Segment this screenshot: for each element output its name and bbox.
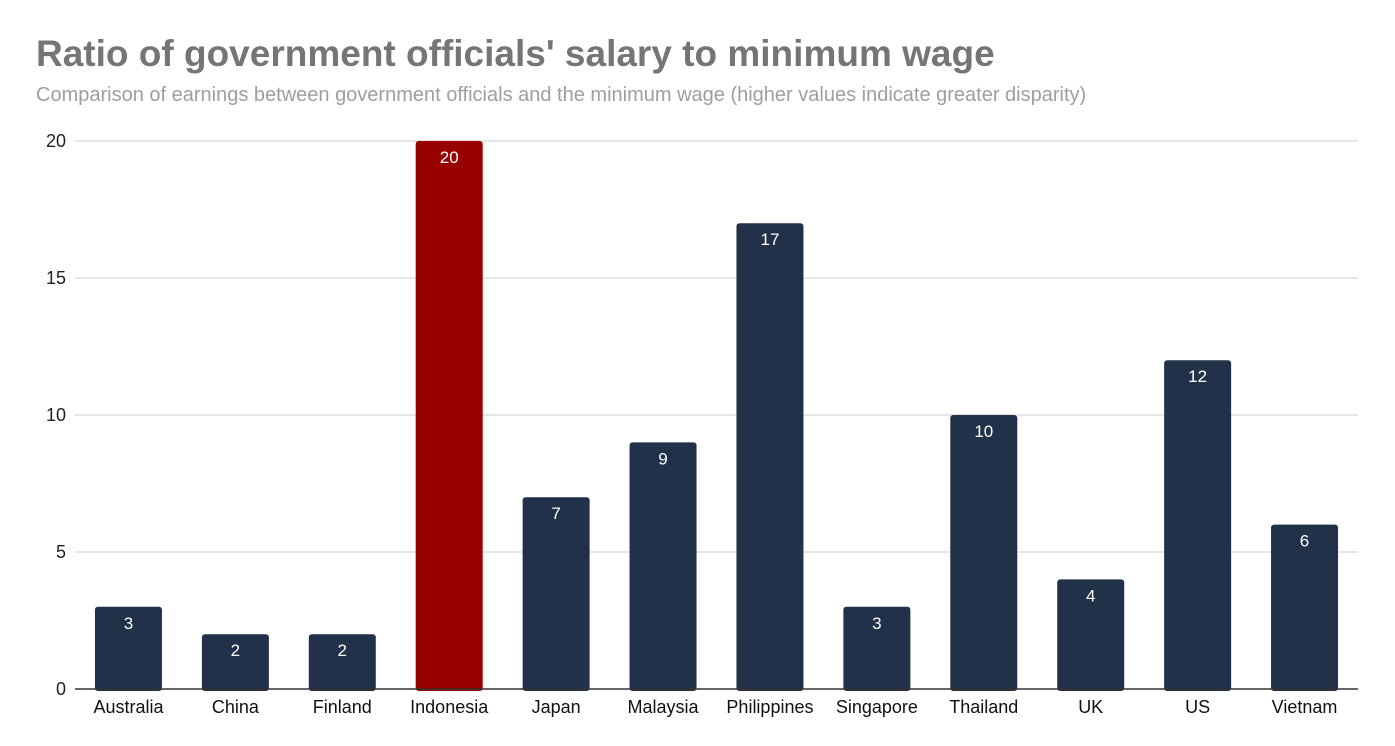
chart-subtitle: Comparison of earnings between governmen… [36,84,1087,106]
bar-thailand [950,415,1018,691]
x-axis-category-labels: Australia China Finland Indonesia Japan Malay… [93,697,1337,717]
gridlines [75,140,1358,553]
data-label: 17 [760,230,779,249]
bars [94,141,1339,691]
data-label: 3 [124,614,133,633]
data-label: 20 [440,148,459,167]
y-axis-tick-labels: 0 5 10 15 20 [46,131,66,699]
x-category-label: US [1185,697,1210,717]
bar-singapore [843,606,911,691]
x-category-label: Indonesia [410,697,489,717]
y-tick-label: 10 [46,405,66,425]
data-label: 9 [658,449,667,468]
x-category-label: China [212,697,260,717]
x-category-label: Malaysia [628,697,700,717]
x-category-label: Vietnam [1272,697,1338,717]
y-tick-label: 15 [46,268,66,288]
bar-australia [94,606,162,691]
x-category-label: Finland [313,697,372,717]
y-tick-label: 5 [56,542,66,562]
y-tick-label: 20 [46,131,66,151]
data-label: 6 [1300,532,1309,551]
bar-malaysia [629,442,697,691]
x-category-label: UK [1078,697,1103,717]
data-label: 2 [231,641,240,660]
bar-vietnam [1271,524,1339,691]
x-category-label: Singapore [836,697,918,717]
data-label: 3 [872,614,881,633]
bar-philippines [736,223,804,691]
bar-indonesia [415,141,483,691]
data-label: 10 [974,422,993,441]
bar-us [1164,360,1232,691]
chart-title: Ratio of government officials' salary to… [36,33,995,74]
x-category-label: Thailand [949,697,1018,717]
data-label: 12 [1188,367,1207,386]
x-category-label: Philippines [726,697,813,717]
bar-japan [522,497,590,691]
bar-finland [308,634,376,691]
y-tick-label: 0 [56,679,66,699]
data-label: 2 [338,641,347,660]
bar-china [201,634,269,691]
data-label: 7 [551,504,560,523]
data-labels: 3 2 2 20 7 9 17 3 10 4 12 6 [124,148,1310,660]
x-category-label: Japan [532,697,581,717]
x-category-label: Australia [93,697,164,717]
bar-uk [1057,579,1125,691]
data-label: 4 [1086,586,1095,605]
